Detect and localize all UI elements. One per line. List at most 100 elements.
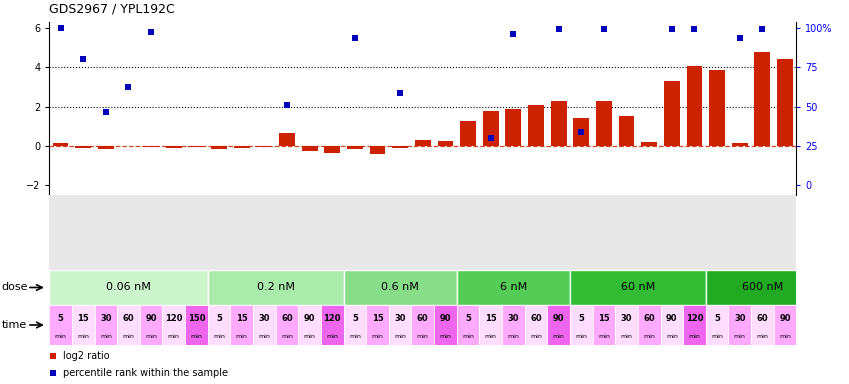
Text: min: min bbox=[530, 334, 542, 339]
Bar bbox=[773, 305, 796, 345]
Text: percentile rank within the sample: percentile rank within the sample bbox=[63, 368, 228, 378]
Bar bbox=[49, 305, 72, 345]
Bar bbox=[143, 146, 159, 147]
Bar bbox=[593, 305, 616, 345]
Bar bbox=[434, 305, 457, 345]
Bar bbox=[683, 305, 706, 345]
Text: 30: 30 bbox=[395, 314, 406, 323]
Bar bbox=[616, 305, 638, 345]
Bar bbox=[389, 305, 412, 345]
Bar bbox=[166, 146, 182, 148]
Text: 15: 15 bbox=[77, 314, 89, 323]
Bar bbox=[755, 53, 770, 146]
Bar bbox=[751, 305, 773, 345]
Text: 120: 120 bbox=[323, 314, 341, 323]
Text: min: min bbox=[304, 334, 316, 339]
Text: min: min bbox=[349, 334, 361, 339]
Text: 5: 5 bbox=[216, 314, 222, 323]
Text: min: min bbox=[122, 334, 134, 339]
Bar bbox=[664, 81, 680, 146]
Bar bbox=[392, 146, 408, 148]
Bar bbox=[324, 146, 340, 153]
Text: 90: 90 bbox=[553, 314, 565, 323]
Text: min: min bbox=[779, 334, 791, 339]
Bar bbox=[483, 111, 498, 146]
Text: 90: 90 bbox=[145, 314, 157, 323]
Text: 5: 5 bbox=[465, 314, 471, 323]
Text: min: min bbox=[372, 334, 384, 339]
Bar bbox=[253, 305, 276, 345]
Bar bbox=[505, 109, 521, 146]
Text: min: min bbox=[54, 334, 66, 339]
Bar bbox=[117, 305, 140, 345]
Bar bbox=[732, 143, 748, 146]
Bar bbox=[800, 60, 816, 146]
Text: 15: 15 bbox=[236, 314, 248, 323]
Text: 90: 90 bbox=[779, 314, 790, 323]
Text: min: min bbox=[644, 334, 655, 339]
Bar bbox=[641, 142, 657, 146]
Bar bbox=[596, 101, 612, 146]
Bar bbox=[437, 141, 453, 146]
Bar bbox=[687, 66, 702, 146]
Bar bbox=[502, 305, 525, 345]
Bar bbox=[49, 270, 208, 305]
Text: 0.6 nM: 0.6 nM bbox=[381, 283, 419, 293]
Bar bbox=[208, 270, 344, 305]
Bar bbox=[573, 118, 589, 146]
Bar bbox=[140, 305, 162, 345]
Text: min: min bbox=[100, 334, 112, 339]
Text: 120: 120 bbox=[686, 314, 703, 323]
Bar bbox=[72, 305, 94, 345]
Text: min: min bbox=[553, 334, 565, 339]
Bar bbox=[301, 146, 318, 151]
Bar bbox=[638, 305, 661, 345]
Text: min: min bbox=[190, 334, 202, 339]
Text: min: min bbox=[77, 334, 89, 339]
Bar bbox=[347, 146, 363, 149]
Bar bbox=[457, 270, 570, 305]
Text: 0.06 nM: 0.06 nM bbox=[106, 283, 151, 293]
Bar bbox=[53, 144, 69, 146]
Bar bbox=[76, 146, 91, 148]
Bar bbox=[321, 305, 344, 345]
Text: 6 nM: 6 nM bbox=[500, 283, 527, 293]
Bar bbox=[256, 146, 273, 147]
Text: 30: 30 bbox=[734, 314, 745, 323]
Bar bbox=[344, 270, 457, 305]
Text: 60: 60 bbox=[281, 314, 293, 323]
Bar bbox=[233, 146, 250, 148]
Text: min: min bbox=[485, 334, 497, 339]
Bar bbox=[276, 305, 298, 345]
Text: min: min bbox=[258, 334, 270, 339]
Text: 60 nM: 60 nM bbox=[621, 283, 655, 293]
Text: log2 ratio: log2 ratio bbox=[63, 351, 110, 361]
Bar bbox=[211, 146, 227, 149]
Text: 30: 30 bbox=[621, 314, 633, 323]
Text: dose: dose bbox=[2, 283, 28, 293]
Text: 5: 5 bbox=[58, 314, 64, 323]
Bar bbox=[366, 305, 389, 345]
Text: min: min bbox=[394, 334, 406, 339]
Bar bbox=[709, 70, 725, 146]
Text: 90: 90 bbox=[666, 314, 678, 323]
Text: min: min bbox=[756, 334, 768, 339]
Text: time: time bbox=[2, 320, 27, 330]
Text: min: min bbox=[598, 334, 610, 339]
Text: 5: 5 bbox=[352, 314, 357, 323]
Bar bbox=[94, 305, 117, 345]
Text: min: min bbox=[576, 334, 588, 339]
Bar bbox=[525, 305, 548, 345]
Bar bbox=[230, 305, 253, 345]
Text: min: min bbox=[145, 334, 157, 339]
Text: min: min bbox=[168, 334, 180, 339]
Text: 0.2 nM: 0.2 nM bbox=[256, 283, 295, 293]
Text: 150: 150 bbox=[188, 314, 205, 323]
Bar bbox=[344, 305, 366, 345]
Text: min: min bbox=[711, 334, 723, 339]
Text: min: min bbox=[508, 334, 520, 339]
Text: 15: 15 bbox=[598, 314, 610, 323]
Text: 600 nM: 600 nM bbox=[742, 283, 783, 293]
Bar bbox=[415, 140, 430, 146]
Bar bbox=[185, 305, 208, 345]
